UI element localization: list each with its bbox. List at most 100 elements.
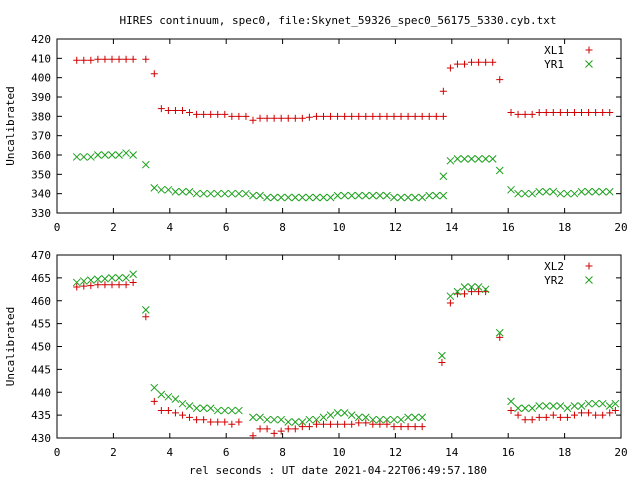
data-point-YR1 <box>192 189 201 198</box>
data-point-XL1 <box>383 112 391 120</box>
data-point-YR2 <box>270 415 278 424</box>
data-point-YR1 <box>425 191 434 200</box>
data-point-XL2 <box>355 419 363 427</box>
data-point-XL2 <box>298 423 306 431</box>
chart-title: HIRES continuum, spec0, file:Skynet_5932… <box>119 14 556 27</box>
x-tick-label: 6 <box>223 221 230 234</box>
x-tick-label: 10 <box>332 221 345 234</box>
data-point-YR2 <box>495 328 504 337</box>
legend-label-XL1: XL1 <box>544 44 564 57</box>
y-tick-label: 435 <box>31 409 51 422</box>
data-point-YR2 <box>542 402 551 410</box>
y-tick-label: 450 <box>31 341 51 354</box>
data-point-YR2 <box>481 285 490 294</box>
data-point-YR2 <box>101 274 109 283</box>
y-tick-label: 330 <box>31 207 51 220</box>
x-tick-label: 6 <box>223 446 230 459</box>
data-point-YR2 <box>157 390 166 399</box>
data-point-YR1 <box>164 185 173 194</box>
data-point-XL1 <box>249 116 257 124</box>
data-point-YR2 <box>418 413 427 422</box>
data-point-YR2 <box>291 418 300 426</box>
y-tick-label: 410 <box>31 52 51 65</box>
data-point-YR2 <box>446 292 455 301</box>
data-point-YR1 <box>591 187 600 196</box>
x-tick-label: 4 <box>166 446 173 459</box>
data-point-XL2 <box>585 409 593 417</box>
data-point-YR1 <box>495 166 504 175</box>
data-point-XL1 <box>563 108 571 116</box>
data-point-XL2 <box>249 432 257 440</box>
data-point-YR2 <box>368 415 377 424</box>
data-point-XL2 <box>521 416 529 424</box>
legend-label-YR2: YR2 <box>544 274 564 287</box>
data-point-YR1 <box>404 193 412 202</box>
data-point-YR1 <box>481 155 490 163</box>
data-point-XL1 <box>150 70 158 78</box>
data-point-XL2 <box>390 423 398 431</box>
data-point-YR2 <box>563 404 572 413</box>
data-point-YR2 <box>108 274 116 282</box>
data-point-XL1 <box>475 58 483 66</box>
data-point-YR2 <box>605 402 614 410</box>
data-point-XL1 <box>418 112 426 120</box>
data-point-YR1 <box>340 191 349 200</box>
data-point-YR2 <box>319 413 328 422</box>
data-point-YR1 <box>213 189 222 198</box>
data-point-YR2 <box>453 287 462 296</box>
data-point-YR2 <box>199 404 208 413</box>
data-point-XL2 <box>542 413 550 421</box>
data-point-YR1 <box>115 151 123 159</box>
data-point-XL2 <box>200 416 208 424</box>
legend-marker-XL2 <box>585 262 593 270</box>
y-tick-label: 465 <box>31 272 51 285</box>
data-point-XL2 <box>376 420 384 428</box>
legend-marker-YR2 <box>585 276 593 284</box>
data-point-YR2 <box>171 395 180 403</box>
data-point-YR2 <box>438 351 446 360</box>
data-point-YR1 <box>235 189 243 198</box>
data-point-YR1 <box>94 151 102 159</box>
data-point-XL1 <box>355 112 363 120</box>
data-point-YR1 <box>72 153 81 161</box>
y-tick-label: 445 <box>31 363 51 376</box>
data-point-YR1 <box>129 151 137 159</box>
series-YR1 <box>72 149 614 202</box>
data-point-XL1 <box>578 108 586 116</box>
data-point-YR2 <box>390 415 398 424</box>
data-point-YR1 <box>418 193 427 202</box>
data-point-XL1 <box>263 114 271 122</box>
data-point-XL1 <box>460 60 468 68</box>
data-point-XL1 <box>178 107 186 115</box>
data-point-XL2 <box>256 425 264 433</box>
data-point-XL2 <box>80 282 88 290</box>
data-point-YR1 <box>549 187 558 196</box>
data-point-YR1 <box>577 187 586 196</box>
data-point-YR1 <box>220 189 229 198</box>
data-point-XL2 <box>383 420 391 428</box>
data-point-XL1 <box>542 108 550 116</box>
data-point-XL2 <box>129 278 137 286</box>
data-point-XL1 <box>207 110 215 118</box>
data-point-XL1 <box>425 112 433 120</box>
data-point-YR1 <box>570 189 579 198</box>
data-point-YR2 <box>312 415 321 424</box>
data-point-XL1 <box>507 108 515 116</box>
data-point-XL2 <box>528 416 536 424</box>
x-tick-label: 2 <box>110 446 117 459</box>
y-tick-label: 430 <box>31 432 51 445</box>
data-point-XL1 <box>142 55 150 63</box>
data-point-XL1 <box>228 112 236 120</box>
x-tick-label: 14 <box>445 446 459 459</box>
data-point-YR1 <box>411 193 419 202</box>
data-point-YR1 <box>460 155 469 163</box>
data-point-XL1 <box>298 114 306 122</box>
data-point-XL2 <box>284 425 292 433</box>
data-point-YR1 <box>605 187 614 196</box>
plot-frame <box>56 38 622 214</box>
data-point-XL2 <box>475 288 483 296</box>
data-point-YR1 <box>291 193 300 202</box>
data-point-XL2 <box>207 418 215 426</box>
data-point-XL1 <box>122 55 130 63</box>
data-point-XL2 <box>277 427 285 435</box>
